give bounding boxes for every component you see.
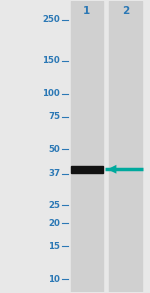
Text: 10: 10 [48,275,60,284]
Text: 20: 20 [48,219,60,228]
Text: 1: 1 [83,6,90,16]
Text: 37: 37 [48,169,60,178]
Bar [70,166,103,173]
Text: 15: 15 [48,242,60,251]
Text: 25: 25 [48,201,60,210]
Text: 150: 150 [42,56,60,65]
Bar [109,1,142,292]
Text: 50: 50 [48,145,60,154]
Bar [70,1,103,292]
Text: 100: 100 [42,89,60,98]
Text: 2: 2 [122,6,129,16]
Text: 250: 250 [42,15,60,24]
Text: 75: 75 [48,112,60,121]
